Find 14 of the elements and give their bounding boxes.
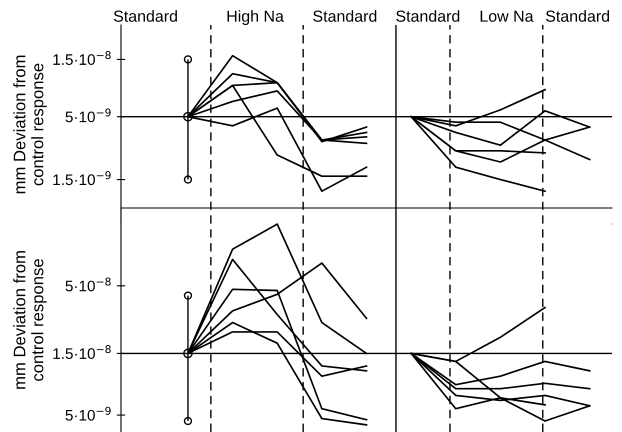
text: Standard (546, 10, 610, 22)
text: Low Na (480, 10, 534, 22)
y-axis-title: mm Deviation from control response (13, 56, 47, 194)
text: Standard (396, 10, 460, 22)
y-tick-label: 5·10$^{−9}$ (66, 108, 111, 122)
annotation: High Na (228, 10, 284, 25)
y-tick-label: 1.5·10$^{−8}$ (53, 345, 111, 359)
text: Standard (114, 10, 177, 22)
y-axis-title: mm Deviation from control response (13, 251, 47, 389)
y-tick-label: 1.5·10$^{−9}$ (53, 171, 111, 186)
y-tick-label: 1.5·10$^{−8}$ (53, 51, 111, 65)
text: Standard (313, 10, 376, 22)
y-tick-label: 5·10$^{−9}$ (66, 406, 111, 421)
y-tick-label: 5·10$^{−8}$ (66, 277, 111, 292)
